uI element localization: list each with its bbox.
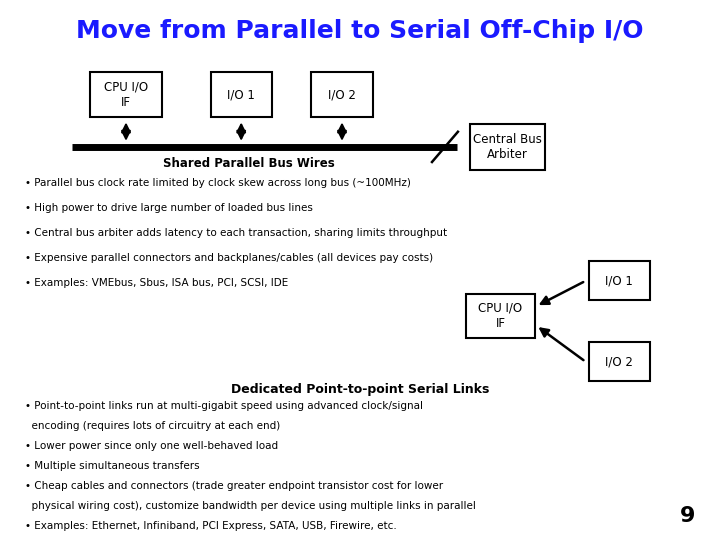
Bar [589, 342, 649, 381]
Bar [311, 71, 373, 117]
Bar [211, 71, 272, 117]
Bar [467, 294, 534, 338]
Bar [589, 261, 649, 300]
Text: I/O 1: I/O 1 [228, 88, 255, 101]
Bar [469, 124, 546, 170]
Text: • Central bus arbiter adds latency to each transaction, sharing limits throughpu: • Central bus arbiter adds latency to ea… [25, 228, 447, 238]
Text: CPU I/O
IF: CPU I/O IF [104, 80, 148, 109]
Text: • High power to drive large number of loaded bus lines: • High power to drive large number of lo… [25, 203, 313, 213]
Text: • Lower power since only one well-behaved load: • Lower power since only one well-behave… [25, 441, 279, 451]
Text: • Point-to-point links run at multi-gigabit speed using advanced clock/signal: • Point-to-point links run at multi-giga… [25, 401, 423, 411]
Text: • Examples: VMEbus, Sbus, ISA bus, PCI, SCSI, IDE: • Examples: VMEbus, Sbus, ISA bus, PCI, … [25, 278, 289, 288]
Text: • Multiple simultaneous transfers: • Multiple simultaneous transfers [25, 461, 200, 471]
Text: encoding (requires lots of circuitry at each end): encoding (requires lots of circuitry at … [25, 421, 281, 431]
Text: physical wiring cost), customize bandwidth per device using multiple links in pa: physical wiring cost), customize bandwid… [25, 501, 476, 511]
Text: I/O 2: I/O 2 [606, 355, 633, 368]
Text: Move from Parallel to Serial Off-Chip I/O: Move from Parallel to Serial Off-Chip I/… [76, 19, 644, 43]
Text: • Parallel bus clock rate limited by clock skew across long bus (~100MHz): • Parallel bus clock rate limited by clo… [25, 178, 411, 188]
Text: • Cheap cables and connectors (trade greater endpoint transistor cost for lower: • Cheap cables and connectors (trade gre… [25, 481, 444, 491]
Text: I/O 1: I/O 1 [606, 274, 633, 287]
Bar [90, 71, 162, 117]
Text: • Expensive parallel connectors and backplanes/cables (all devices pay costs): • Expensive parallel connectors and back… [25, 253, 433, 263]
Text: CPU I/O
IF: CPU I/O IF [478, 302, 523, 330]
Text: I/O 2: I/O 2 [328, 88, 356, 101]
Text: 9: 9 [680, 507, 695, 526]
Text: • Examples: Ethernet, Infiniband, PCI Express, SATA, USB, Firewire, etc.: • Examples: Ethernet, Infiniband, PCI Ex… [25, 521, 397, 531]
Text: Central Bus
Arbiter: Central Bus Arbiter [473, 133, 542, 161]
Text: Dedicated Point-to-point Serial Links: Dedicated Point-to-point Serial Links [231, 383, 489, 396]
Text: Shared Parallel Bus Wires: Shared Parallel Bus Wires [163, 157, 334, 170]
